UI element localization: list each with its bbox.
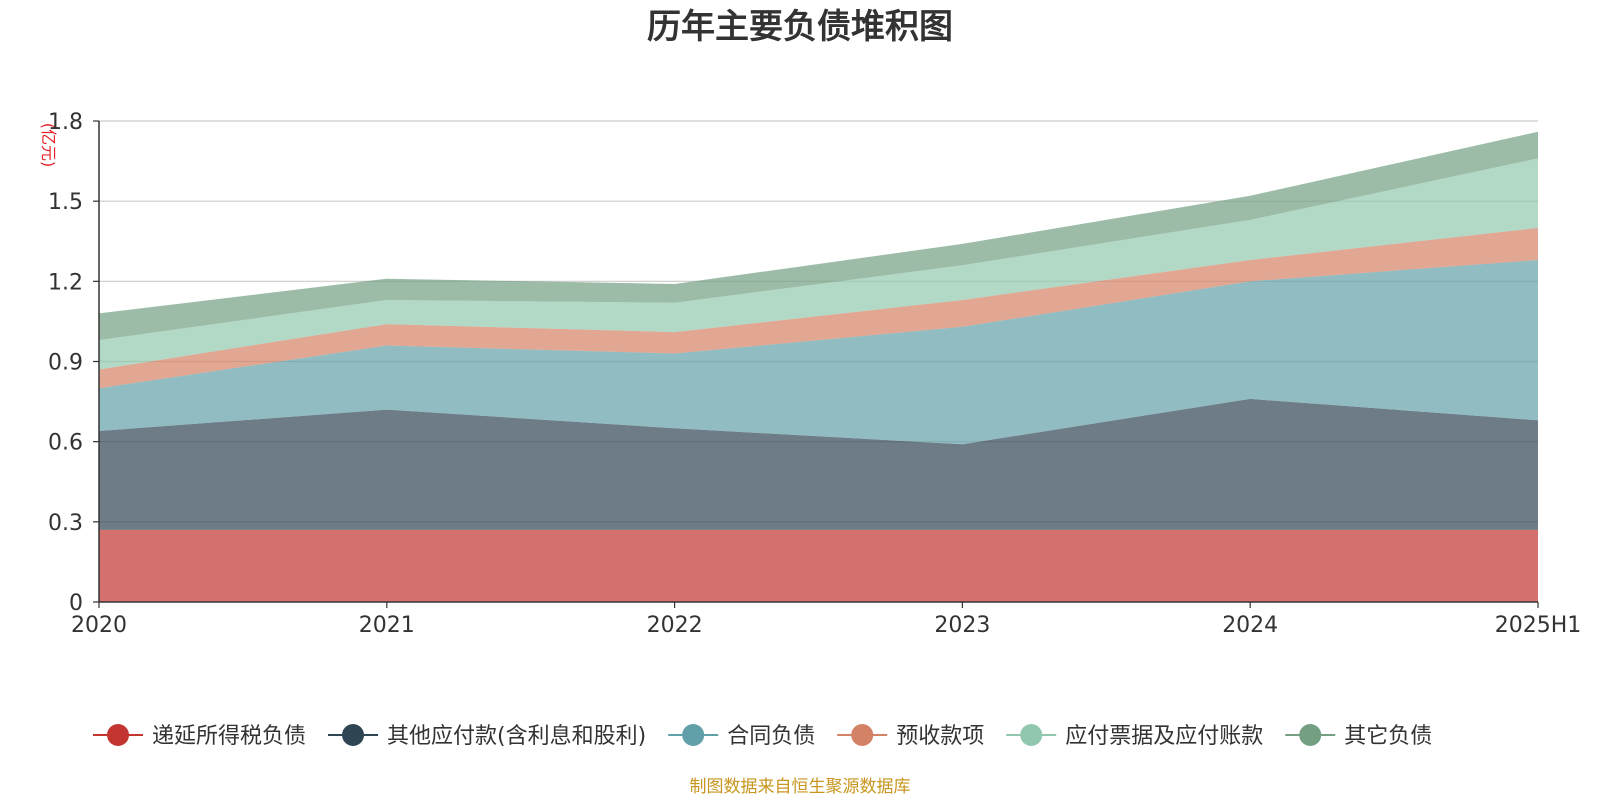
x-tick-label: 2021 bbox=[359, 613, 415, 638]
y-tick-label: 1.2 bbox=[48, 270, 83, 295]
y-ticks: 0 0.3 0.6 0.9 1.2 1.5 1.8 bbox=[48, 110, 99, 616]
chart-title: 历年主要负债堆积图 bbox=[647, 7, 953, 47]
legend-item[interactable]: 合同负债 bbox=[668, 724, 815, 749]
legend-label: 应付票据及应付账款 bbox=[1065, 724, 1263, 749]
legend-marker bbox=[107, 724, 129, 746]
legend-marker bbox=[682, 724, 705, 746]
legend-item[interactable]: 递延所得税负债 bbox=[93, 724, 306, 749]
legend-label: 合同负债 bbox=[727, 724, 815, 749]
legend-label: 预收款项 bbox=[896, 724, 984, 749]
legend-marker bbox=[342, 724, 365, 746]
legend-item[interactable]: 应付票据及应付账款 bbox=[1006, 724, 1263, 749]
legend-label: 其他应付款(含利息和股利) bbox=[387, 724, 646, 749]
legend-marker bbox=[1299, 724, 1322, 746]
legend-marker bbox=[1020, 724, 1043, 746]
legend-item[interactable]: 预收款项 bbox=[837, 724, 984, 749]
y-tick-label: 1.8 bbox=[48, 110, 83, 135]
x-tick-label: 2024 bbox=[1222, 613, 1278, 638]
x-tick-label: 2020 bbox=[71, 613, 127, 638]
x-ticks: 2020 2021 2022 2023 2024 2025H1 bbox=[71, 602, 1581, 638]
area-series bbox=[99, 158, 1538, 370]
legend-label: 递延所得税负债 bbox=[152, 724, 306, 749]
area-series bbox=[99, 260, 1538, 445]
x-tick-label: 2022 bbox=[647, 613, 703, 638]
area-series bbox=[99, 398, 1538, 530]
y-tick-label: 1.5 bbox=[48, 190, 83, 215]
legend-item[interactable]: 其他应付款(含利息和股利) bbox=[328, 724, 646, 749]
x-tick-label: 2025H1 bbox=[1495, 613, 1582, 638]
area-series bbox=[99, 131, 1538, 341]
y-tick-label: 0.3 bbox=[48, 511, 83, 536]
y-tick-label: 0.6 bbox=[48, 431, 83, 456]
y-axis-unit: (亿元) bbox=[39, 123, 58, 168]
legend: 递延所得税负债 其他应付款(含利息和股利) 合同负债 预收款项 应付票据及应付账款 其它负… bbox=[93, 724, 1432, 749]
x-tick-label: 2023 bbox=[934, 613, 990, 638]
area-series bbox=[99, 529, 1538, 602]
y-tick-label: 0 bbox=[69, 591, 83, 616]
plot-area bbox=[99, 131, 1538, 602]
legend-label: 其它负债 bbox=[1344, 724, 1432, 749]
legend-item[interactable]: 其它负债 bbox=[1285, 724, 1432, 749]
y-tick-label: 0.9 bbox=[48, 351, 83, 376]
legend-marker bbox=[851, 724, 874, 746]
data-source-note: 制图数据来自恒生聚源数据库 bbox=[690, 777, 911, 797]
